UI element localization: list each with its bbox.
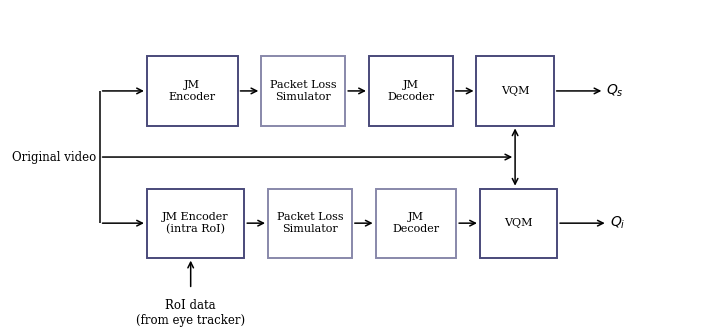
Text: JM
Decoder: JM Decoder [392, 212, 439, 234]
FancyBboxPatch shape [261, 56, 345, 126]
FancyBboxPatch shape [369, 56, 453, 126]
Text: Packet Loss
Simulator: Packet Loss Simulator [270, 80, 337, 102]
FancyBboxPatch shape [376, 188, 456, 258]
FancyBboxPatch shape [480, 188, 557, 258]
FancyBboxPatch shape [146, 188, 244, 258]
Text: JM
Decoder: JM Decoder [387, 80, 434, 102]
Text: $Q_i$: $Q_i$ [610, 215, 625, 231]
Text: VQM: VQM [501, 86, 529, 96]
Text: JM
Encoder: JM Encoder [169, 80, 215, 102]
Text: Packet Loss
Simulator: Packet Loss Simulator [276, 212, 343, 234]
Text: Original video: Original video [12, 151, 96, 164]
FancyBboxPatch shape [146, 56, 238, 126]
Text: JM Encoder
(intra RoI): JM Encoder (intra RoI) [162, 212, 229, 234]
Text: $Q_s$: $Q_s$ [606, 83, 624, 99]
Text: VQM: VQM [504, 218, 533, 228]
FancyBboxPatch shape [477, 56, 554, 126]
Text: RoI data
(from eye tracker): RoI data (from eye tracker) [136, 299, 246, 327]
FancyBboxPatch shape [268, 188, 352, 258]
